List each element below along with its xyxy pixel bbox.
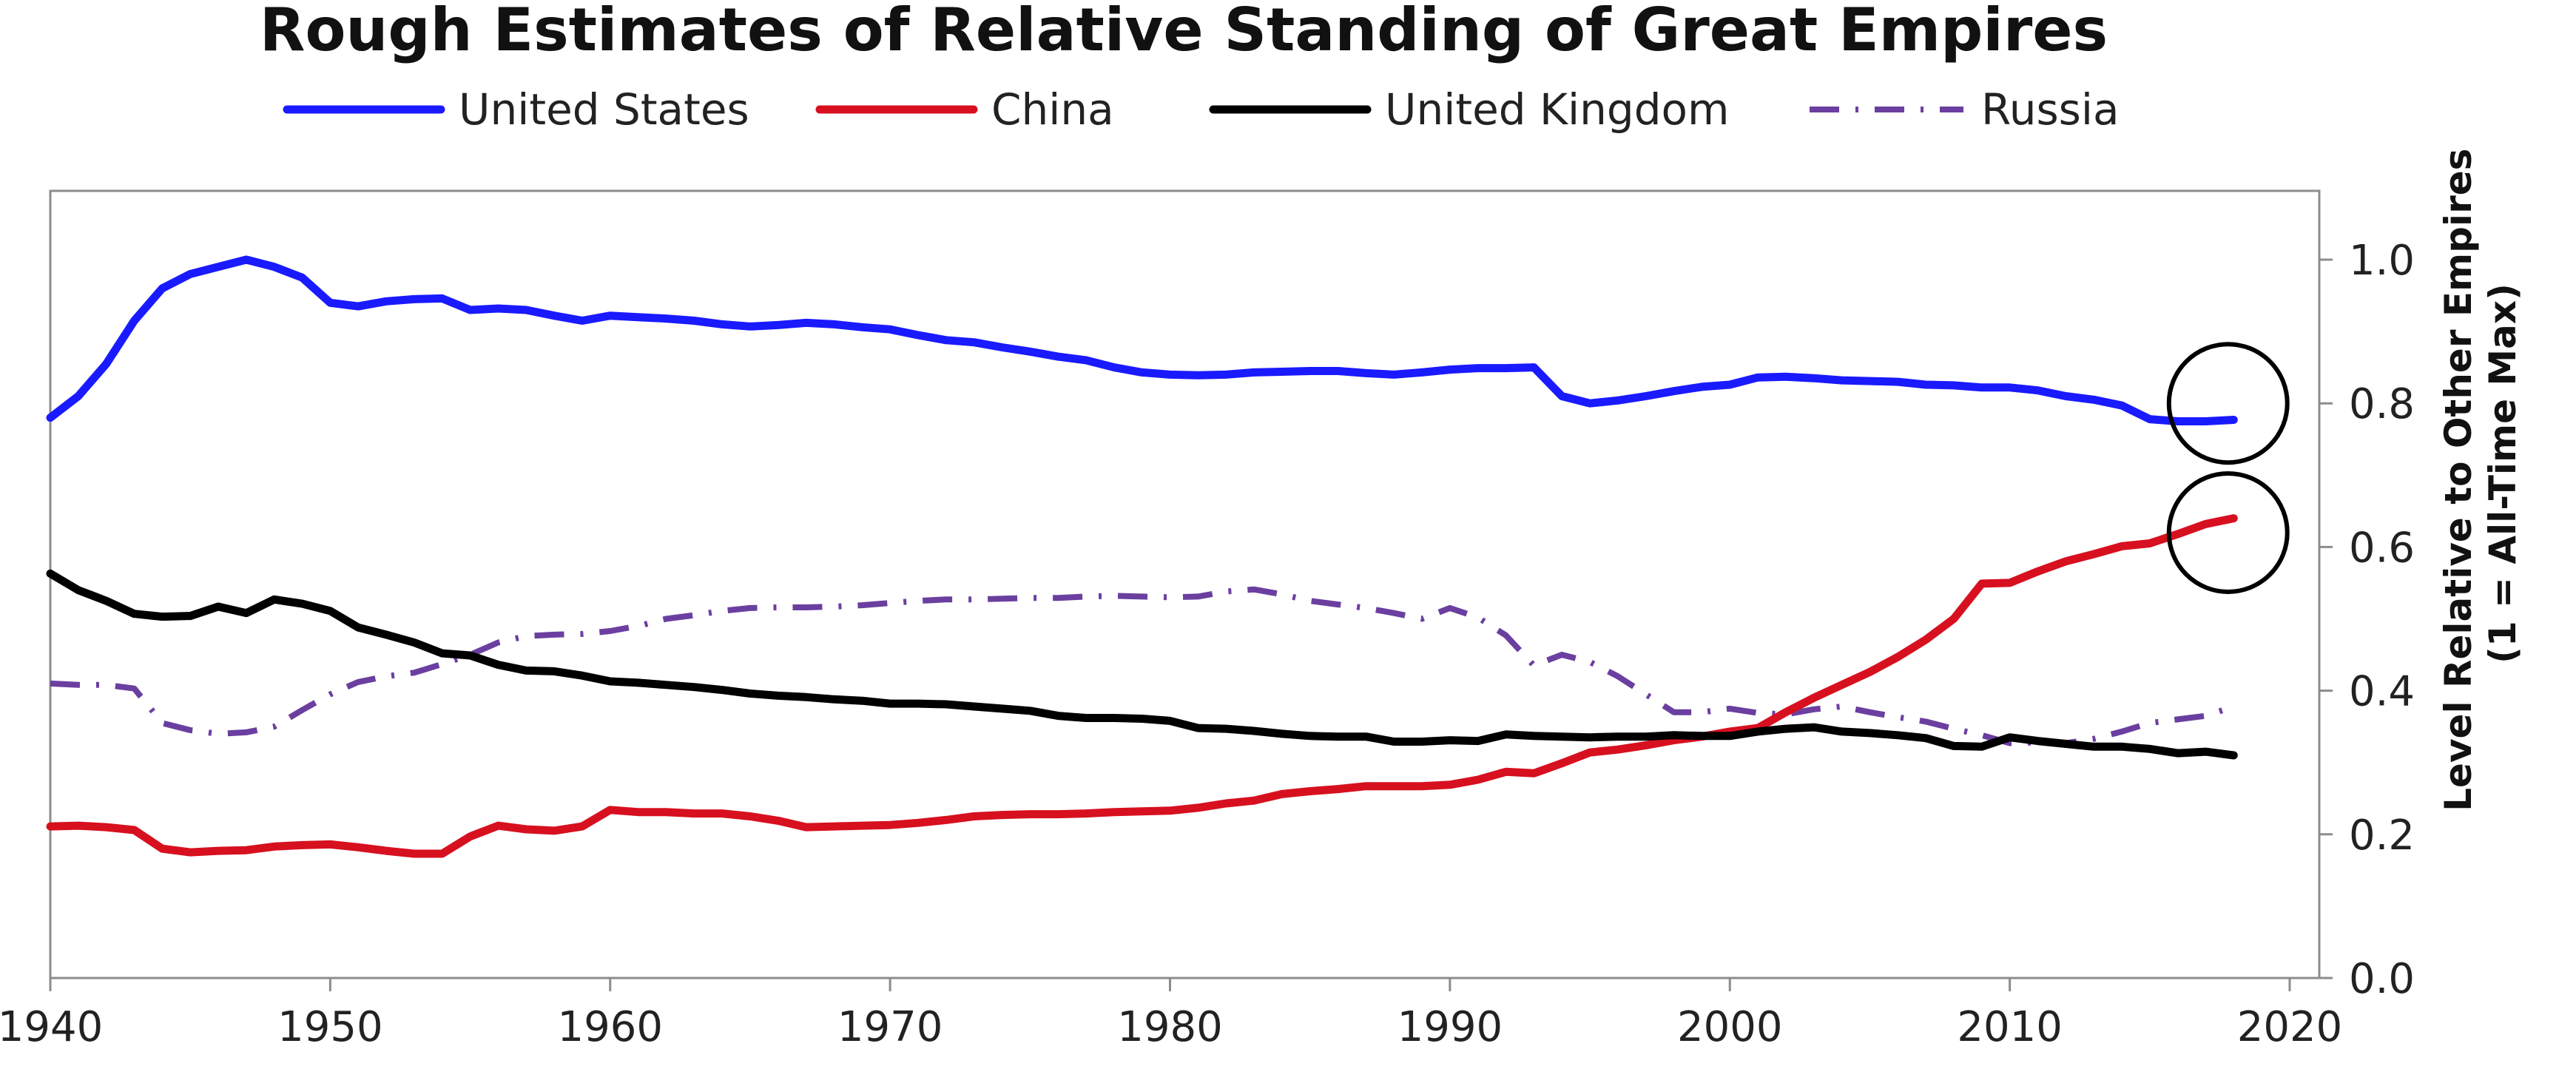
legend: United States China United Kingdom Russia	[283, 84, 2120, 135]
y-axis-label: Level Relative to Other Empires (1 = All…	[2437, 135, 2524, 812]
legend-label-united-kingdom: United Kingdom	[1385, 84, 1730, 135]
x-tick-label-2020: 2020	[2237, 1003, 2343, 1051]
x-tick-label-2010: 2010	[1957, 1003, 2063, 1051]
x-tick-label-1940: 1940	[0, 1003, 103, 1051]
series-line-united-kingdom	[46, 569, 2238, 760]
x-tick-label-2000: 2000	[1677, 1003, 1783, 1051]
legend-label-china: China	[991, 84, 1114, 135]
y-tick-label-4: 0.8	[2349, 380, 2415, 428]
annotation-circle-china	[2166, 471, 2290, 594]
x-tick-label-1970: 1970	[837, 1003, 943, 1051]
x-tick-label-1990: 1990	[1397, 1003, 1503, 1051]
series-line-russia	[50, 586, 2235, 746]
y-tick-label-3: 0.6	[2349, 524, 2415, 572]
y-axis-label-line2: (1 = All-Time Max)	[2481, 283, 2524, 664]
series-layer	[46, 255, 2238, 858]
y-tick-label-1: 0.2	[2349, 812, 2415, 860]
series-line-china	[46, 514, 2238, 858]
x-tick-label-1980: 1980	[1117, 1003, 1223, 1051]
chart-title: Rough Estimates of Relative Standing of …	[260, 0, 2108, 64]
x-tick-label-1960: 1960	[557, 1003, 663, 1051]
plot-area	[49, 189, 2321, 979]
x-tick-label-1950: 1950	[277, 1003, 383, 1051]
annotation-circle-united-states	[2166, 342, 2290, 465]
y-axis-label-line1: Level Relative to Other Empires	[2437, 149, 2480, 812]
y-axis: 0.0 0.2 0.4 0.6 0.8 1.0	[2319, 237, 2415, 1003]
y-tick-label-0: 0.0	[2349, 955, 2415, 1003]
series-line-united-states	[46, 255, 2238, 425]
legend-label-united-states: United States	[459, 84, 749, 135]
x-axis: 1940 1950 1960 1970 1980 1990 2000 2010 2020	[0, 978, 2342, 1051]
legend-label-russia: Russia	[1981, 84, 2120, 135]
y-tick-label-2: 0.4	[2349, 668, 2415, 716]
annotation-layer	[2166, 342, 2290, 594]
y-tick-label-5: 1.0	[2349, 237, 2415, 285]
